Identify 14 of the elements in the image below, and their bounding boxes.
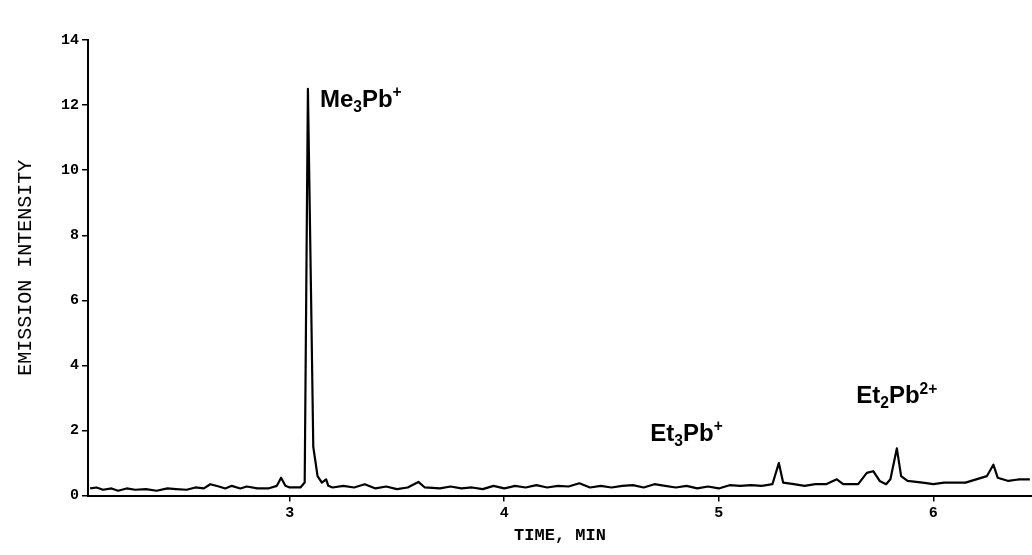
x-tick-label: 3 bbox=[285, 505, 295, 523]
y-tick-label: 2 bbox=[69, 422, 79, 440]
x-tick-label: 5 bbox=[714, 505, 724, 523]
y-axis-title: EMISSION INTENSITY bbox=[14, 159, 38, 376]
y-tick-label: 12 bbox=[60, 96, 79, 114]
y-tick-label: 10 bbox=[60, 161, 79, 179]
y-tick-label: 0 bbox=[69, 487, 79, 505]
y-tick-label: 4 bbox=[69, 357, 79, 375]
y-tick-label: 6 bbox=[69, 292, 79, 310]
x-axis-title: TIME, MIN bbox=[514, 526, 606, 546]
x-tick-label: 6 bbox=[928, 505, 938, 523]
y-tick-label: 8 bbox=[69, 227, 79, 245]
x-tick-label: 4 bbox=[499, 505, 509, 523]
y-tick-label: 14 bbox=[60, 31, 79, 49]
